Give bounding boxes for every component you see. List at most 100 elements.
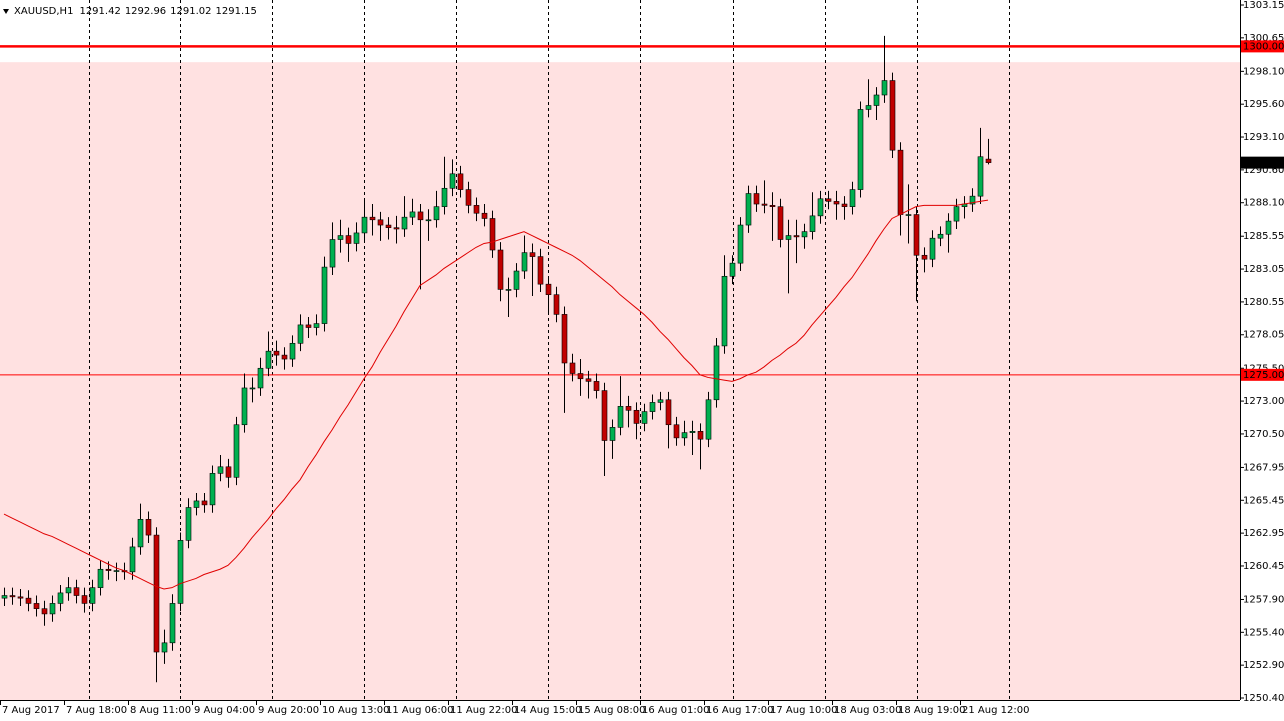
candle-body [713,345,720,401]
candle-body [769,205,776,207]
current-price-box [1241,156,1284,169]
x-tick-label: 17 Aug 10:00 [770,705,837,716]
candle-body [841,203,848,207]
candle-body [913,214,920,256]
candle-body [513,270,520,290]
candle-body [17,596,24,599]
candle-body [433,206,440,221]
candle-body [89,587,96,604]
candle-body [569,362,576,374]
y-tick-label: 1293.10 [1243,132,1284,143]
candle-body [761,203,768,206]
candle-body [881,80,888,96]
candle-body [497,249,504,290]
level-price-box [1241,368,1284,381]
x-tick-label: 9 Aug 20:00 [258,705,319,716]
candle-body [697,431,704,440]
candle-body [129,546,136,573]
candle-body [969,195,976,205]
candle-body [809,215,816,232]
candle-body [801,231,808,238]
x-tick-label: 16 Aug 17:00 [706,705,773,716]
candle-body [737,224,744,264]
candle-body [1,595,8,599]
candle-body [441,187,448,207]
candle-body [209,473,216,506]
candle-body [649,402,656,412]
candle-body [457,173,464,190]
candle-body [409,211,416,218]
y-tick-label: 1280.55 [1243,297,1284,308]
y-tick-label: 1262.95 [1243,528,1284,539]
candle-body [337,235,344,240]
candle-body [593,381,600,391]
x-tick-label: 14 Aug 15:00 [514,705,581,716]
close-value: 1291.15 [216,6,257,17]
y-tick-label: 1288.10 [1243,198,1284,209]
candle-body [33,603,40,609]
candle-body [633,409,640,424]
candle-body [353,232,360,244]
candle-body [473,205,480,214]
y-tick-label: 1283.05 [1243,264,1284,275]
candle-body [105,568,112,571]
y-tick-label: 1252.90 [1243,660,1284,671]
level-price-label: 1300.00 [1243,41,1284,52]
plot-layer [0,35,1240,683]
moving-average [3,199,989,590]
candle-body [721,275,728,347]
candle-body [625,406,632,411]
y-tick-label: 1290.60 [1243,165,1284,176]
candle-body [57,592,64,604]
x-tick-label: 11 Aug 22:00 [450,705,517,716]
chart-header: XAUUSD,H1 1291.42 1292.96 1291.02 1291.15 [14,6,257,17]
candle-body [113,570,120,572]
candle-body [673,424,680,439]
candle-body [25,597,32,604]
x-tick-label: 7 Aug 18:00 [66,705,127,716]
candle-body [297,324,304,344]
candle-body [329,239,336,268]
candle-body [865,105,872,110]
candle-body [449,173,456,189]
current-price-label: 1291.15 [1243,158,1284,169]
y-tick-label: 1275.50 [1243,363,1284,374]
candle-body [985,158,992,163]
y-tick-label: 1250.40 [1243,693,1284,704]
candle-body [321,266,328,324]
candle-body [681,432,688,439]
y-tick-label: 1265.45 [1243,495,1284,506]
candle-body [193,500,200,508]
y-tick-label: 1285.55 [1243,231,1284,242]
candle-body [937,233,944,239]
y-tick-label: 1270.50 [1243,429,1284,440]
candle-body [265,350,272,369]
candle-body [537,256,544,285]
candle-body [505,289,512,291]
candle-body [849,189,856,207]
candle-body [745,193,752,226]
candle-body [401,216,408,230]
candle-body [145,519,152,536]
y-tick-label: 1300.65 [1243,33,1284,44]
y-tick-label: 1267.95 [1243,462,1284,473]
candle-body [137,519,144,548]
y-tick-label: 1255.40 [1243,627,1284,638]
candle-body [385,224,392,228]
candle-body [377,219,384,226]
candle-body [169,603,176,644]
x-tick-label: 18 Aug 19:00 [898,705,965,716]
candle-body [153,534,160,653]
menu-arrow[interactable] [3,9,9,14]
y-tick-label: 1298.10 [1243,66,1284,77]
candle-body [665,399,672,426]
symbol: XAUUSD,H1 [14,6,73,17]
candle-body [417,211,424,221]
separator-layer [89,0,1010,700]
candle-body [233,424,240,478]
candle-body [905,214,912,216]
candle-body [617,406,624,428]
x-tick-label: 16 Aug 01:00 [642,705,709,716]
